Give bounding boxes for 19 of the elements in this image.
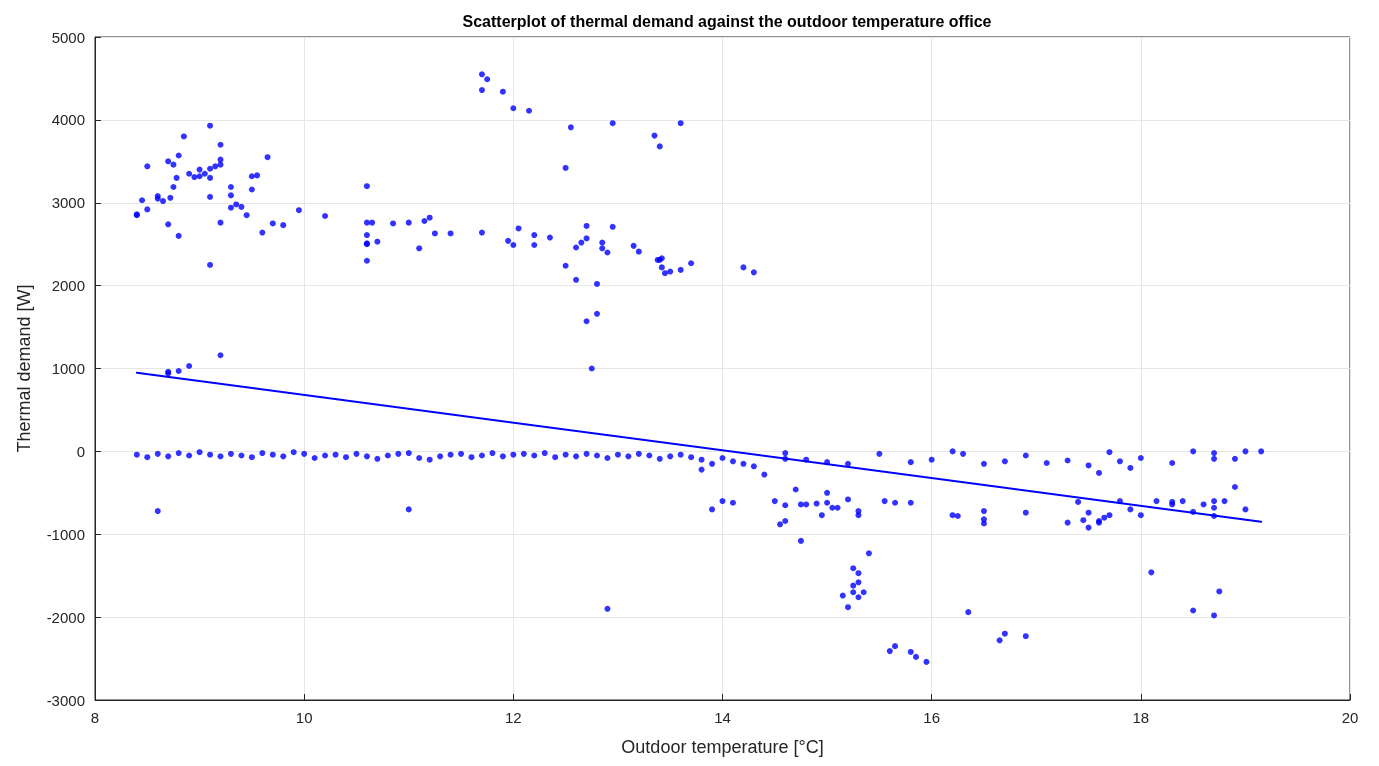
y-axis-title: Thermal demand [W] xyxy=(14,284,34,453)
x-tick-label: 20 xyxy=(1341,709,1359,726)
y-tick-label: -1000 xyxy=(46,525,85,543)
y-tick-label: 4000 xyxy=(51,111,85,129)
x-tick-label: 14 xyxy=(714,709,731,726)
x-axis-title: Outdoor temperature [°C] xyxy=(621,737,824,757)
y-tick-label: -2000 xyxy=(46,608,85,626)
x-tick-label: 16 xyxy=(923,709,941,726)
y-tick-label: 5000 xyxy=(51,28,85,46)
y-tick-label: 0 xyxy=(76,442,85,460)
x-tick-label: 10 xyxy=(295,709,313,726)
chart-title: Scatterplot of thermal demand against the outdoor temperature office xyxy=(462,12,992,30)
y-tick-label: -3000 xyxy=(46,691,85,709)
y-tick-label: 3000 xyxy=(51,194,85,212)
x-tick-label: 12 xyxy=(504,709,522,726)
y-tick-label: 1000 xyxy=(51,360,85,377)
y-tick-label: 2000 xyxy=(51,277,85,295)
x-tick-label: 8 xyxy=(90,709,100,726)
x-tick-label: 18 xyxy=(1132,709,1150,726)
